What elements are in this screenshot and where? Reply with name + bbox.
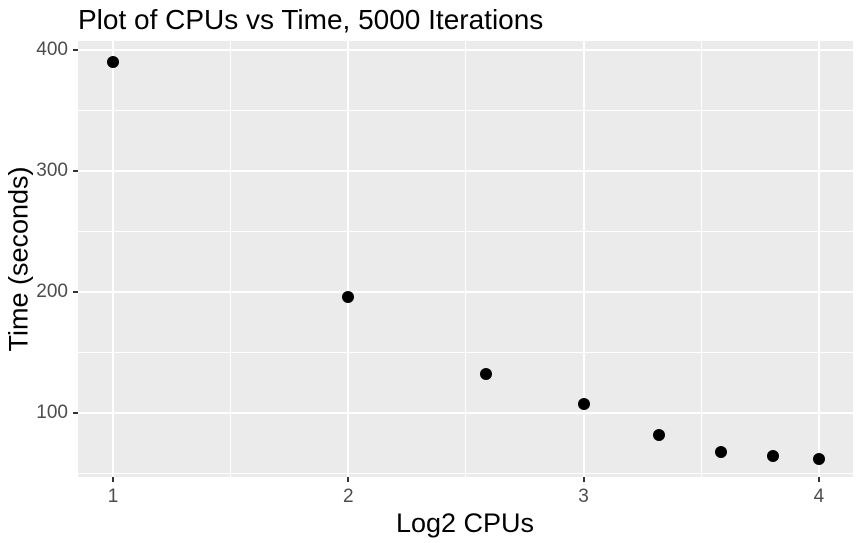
x-tick-label: 3: [578, 486, 589, 507]
y-major-gridline: [78, 290, 853, 293]
x-tick-label: 1: [107, 486, 119, 507]
y-axis-title: Time (seconds): [3, 166, 34, 352]
y-minor-gridline: [78, 351, 853, 353]
x-major-gridline: [582, 41, 585, 477]
x-tick-mark: [347, 477, 350, 482]
x-major-gridline: [347, 41, 350, 477]
data-point: [342, 290, 355, 303]
data-point: [715, 445, 728, 458]
x-tick-label: 4: [813, 486, 825, 507]
x-minor-gridline: [700, 41, 702, 477]
y-major-gridline: [78, 411, 853, 414]
x-minor-gridline: [465, 41, 467, 477]
y-tick-label: 300: [36, 160, 68, 181]
y-tick-mark: [73, 170, 78, 172]
plot-panel: [78, 41, 853, 477]
data-point: [653, 428, 666, 441]
y-major-gridline: [78, 170, 853, 172]
y-major-gridline: [78, 49, 853, 52]
x-major-gridline: [112, 41, 115, 477]
chart-title: Plot of CPUs vs Time, 5000 Iterations: [78, 4, 544, 35]
y-minor-gridline: [78, 230, 853, 232]
y-tick-mark: [73, 290, 78, 293]
data-point: [767, 450, 780, 463]
data-point: [577, 398, 590, 411]
y-minor-gridline: [78, 472, 853, 474]
x-major-gridline: [817, 41, 820, 477]
y-tick-label: 400: [36, 39, 68, 61]
data-point: [812, 452, 825, 465]
y-tick-label: 200: [36, 280, 68, 302]
data-point: [479, 368, 492, 381]
x-tick-mark: [817, 477, 820, 482]
y-tick-label: 100: [36, 401, 68, 423]
data-point: [107, 56, 120, 69]
x-tick-mark: [582, 477, 585, 482]
y-tick-mark: [73, 411, 78, 414]
x-axis-title: Log2 CPUs: [395, 508, 535, 538]
y-tick-mark: [73, 49, 78, 52]
x-minor-gridline: [230, 41, 232, 477]
x-tick-label: 2: [343, 486, 354, 507]
x-tick-mark: [112, 477, 115, 482]
y-minor-gridline: [78, 110, 853, 112]
